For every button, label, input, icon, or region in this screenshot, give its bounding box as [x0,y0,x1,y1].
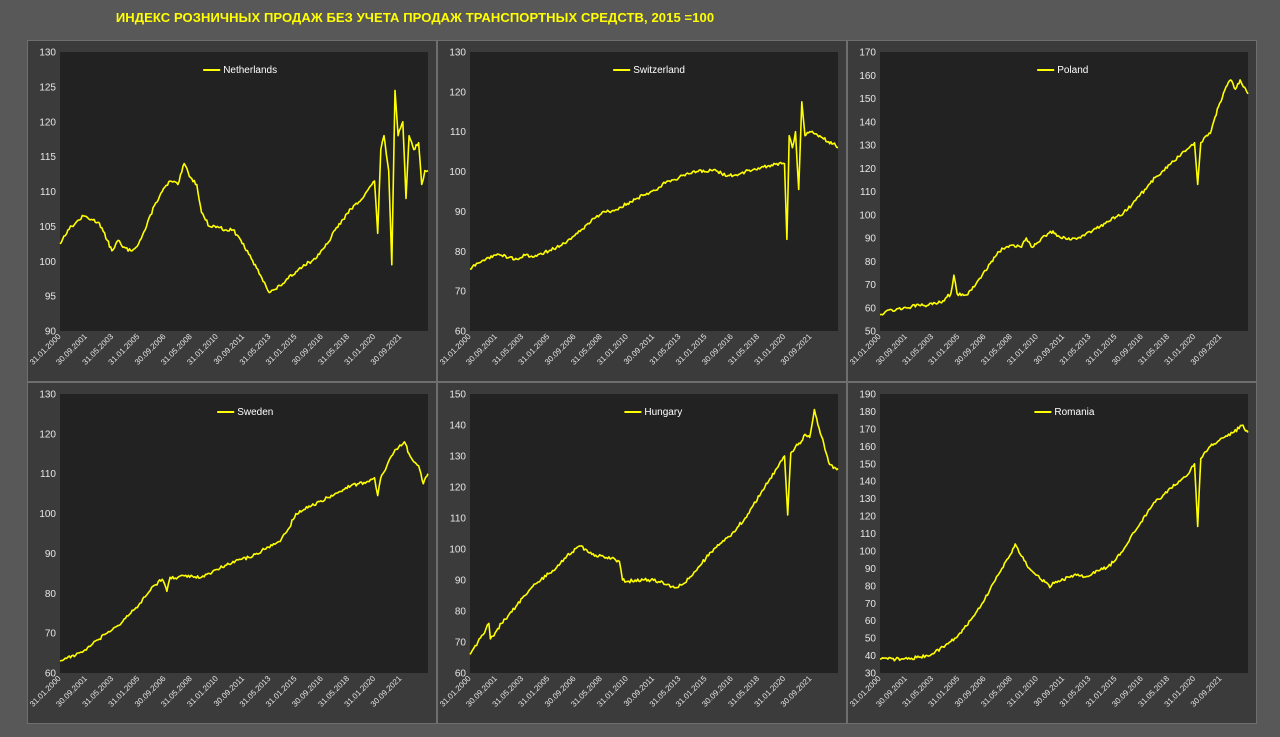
y-tick-label: 130 [39,48,56,59]
y-tick-label: 30 [865,669,877,680]
y-tick-label: 115 [40,152,56,163]
y-tick-label: 50 [865,327,877,338]
y-tick-label: 70 [865,280,877,291]
y-tick-label: 160 [859,71,876,82]
y-tick-label: 120 [39,429,56,440]
y-tick-label: 150 [859,459,876,470]
y-tick-label: 110 [860,187,876,198]
y-tick-label: 95 [45,292,57,303]
chart-panel-switzerland: 60 70 80 90 100 110 120 130 31.01.2000 30.09.2001… [437,40,847,382]
chart-svg: 30 40 50 60 70 80 90 100 110 120 130 140 150 160 170 18… [848,390,1249,709]
plot-area [60,394,428,673]
y-tick-label: 60 [45,669,57,680]
y-tick-label: 90 [45,549,57,560]
y-tick-label: 70 [45,629,57,640]
y-tick-label: 60 [865,303,877,314]
chart-panel-hungary: 60 70 80 90 100 110 120 130 140 150 31.01.2000 30.0… [437,382,847,724]
y-tick-label: 100 [859,210,876,221]
y-tick-label: 80 [865,257,877,268]
y-tick-label: 60 [865,616,877,627]
y-tick-label: 100 [39,509,56,520]
chart-svg: 6070809010011012013031.01.200030.09.2001… [438,48,839,367]
y-tick-label: 150 [449,390,466,401]
y-tick-label: 90 [455,207,467,218]
y-tick-label: 130 [449,48,466,59]
y-tick-label: 50 [865,634,877,645]
y-tick-label: 100 [449,167,466,178]
series-line-hungary [469,408,839,655]
y-tick-label: 170 [859,48,876,59]
y-tick-label: 140 [449,421,466,432]
series-line-sweden [59,441,429,662]
chart-svg: 6070809010011012013014015031.01.200030.0… [438,390,839,709]
y-tick-label: 90 [45,327,57,338]
y-tick-label: 80 [455,247,467,258]
chart-svg: 506070809010011012013014015016017031.01.… [848,48,1249,367]
y-tick-label: 120 [449,483,466,494]
y-tick-label: 90 [455,576,467,587]
y-tick-label: 110 [40,187,56,198]
legend-label-sweden: Sweden [237,407,273,418]
series-line-romania [879,424,1249,662]
y-tick-label: 80 [45,589,57,600]
y-tick-label: 120 [859,164,876,175]
y-tick-label: 110 [40,469,56,480]
y-tick-label: 90 [865,564,877,575]
y-tick-label: 70 [865,599,877,610]
legend-label-poland: Poland [1057,65,1088,76]
chart-panel-romania: 30 40 50 60 70 80 90 100 110 120 130 140 150 160 170 18… [847,382,1257,724]
y-tick-label: 130 [449,452,466,463]
y-tick-label: 105 [39,222,56,233]
series-line-netherlands [59,89,429,294]
y-tick-label: 110 [450,127,466,138]
y-tick-label: 60 [455,327,467,338]
chart-svg: 6070809010011012013031.01.200030.09.2001… [28,390,429,709]
legend-label-romania: Romania [1054,407,1094,418]
y-tick-label: 130 [859,494,876,505]
chart-svg: 909510010511011512012513031.01.200030.09… [28,48,429,367]
series-line-switzerland [469,101,839,270]
y-tick-label: 90 [865,234,877,245]
y-tick-label: 80 [865,581,877,592]
y-tick-label: 100 [859,546,876,557]
chart-panel-netherlands: 90 95 100 105 110 115 120 125 130 31.01.2000 30.09… [27,40,437,382]
y-tick-label: 110 [450,514,466,525]
y-tick-label: 130 [859,141,876,152]
legend-label-netherlands: Netherlands [223,65,277,76]
y-tick-label: 125 [39,82,56,93]
plot-area [880,394,1248,673]
y-tick-label: 150 [859,94,876,105]
y-tick-label: 120 [449,87,466,98]
plot-area [60,52,428,331]
legend-label-hungary: Hungary [644,407,682,418]
plot-area [470,52,838,331]
plot-area [880,52,1248,331]
y-tick-label: 70 [455,638,467,649]
y-tick-label: 190 [859,390,876,401]
y-tick-label: 160 [859,442,876,453]
y-tick-label: 140 [859,117,876,128]
y-tick-label: 120 [859,512,876,523]
series-line-poland [879,79,1249,316]
y-tick-label: 180 [859,407,876,418]
y-tick-label: 110 [860,529,876,540]
y-tick-label: 140 [859,477,876,488]
plot-area [470,394,838,673]
y-tick-label: 80 [455,607,467,618]
y-tick-label: 40 [865,651,877,662]
y-tick-label: 100 [449,545,466,556]
y-tick-label: 130 [39,390,56,401]
chart-panel-poland: 50 60 70 80 90 100 110 120 130 140 150 160 170 31.01.… [847,40,1257,382]
y-tick-label: 120 [39,117,56,128]
chart-panel-sweden: 60 70 80 90 100 110 120 130 31.01.2000 30.09.2001… [27,382,437,724]
y-tick-label: 170 [859,424,876,435]
y-tick-label: 60 [455,669,467,680]
page-title: ИНДЕКС РОЗНИЧНЫХ ПРОДАЖ БЕЗ УЧЕТА ПРОДАЖ… [115,10,715,25]
y-tick-label: 100 [39,257,56,268]
y-tick-label: 70 [455,287,467,298]
legend-label-switzerland: Switzerland [633,65,685,76]
